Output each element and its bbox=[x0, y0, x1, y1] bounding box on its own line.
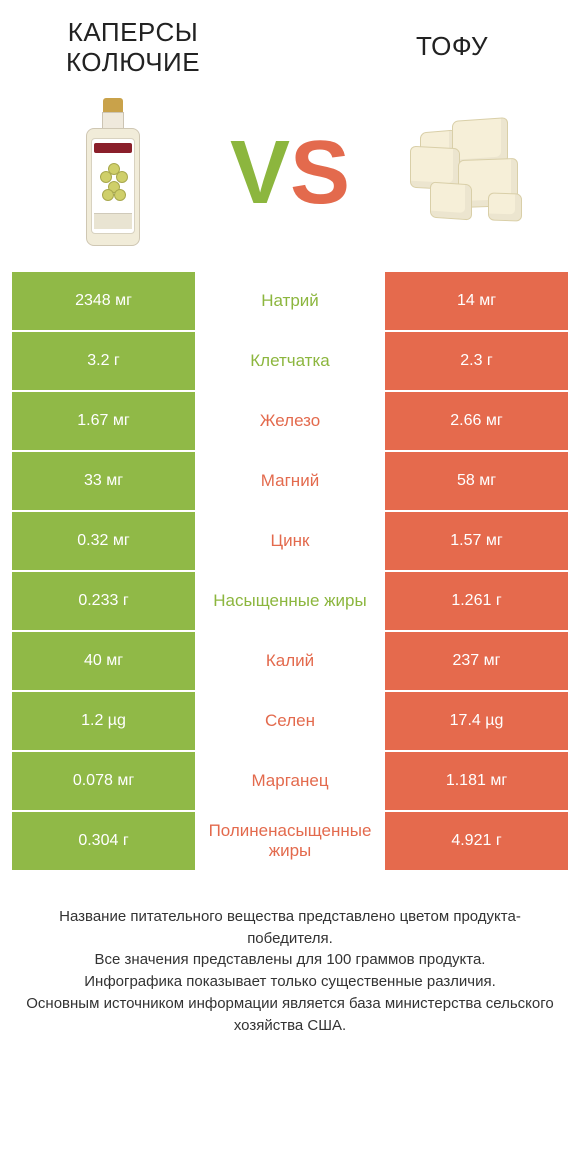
header: Каперсы колючие Тофу bbox=[8, 18, 572, 86]
table-row: 1.67 мгЖелезо2.66 мг bbox=[12, 392, 568, 452]
nutrient-label: Калий bbox=[195, 632, 385, 690]
value-left: 0.078 мг bbox=[12, 752, 195, 810]
value-right: 237 мг bbox=[385, 632, 568, 690]
value-left: 33 мг bbox=[12, 452, 195, 510]
product-left-image bbox=[38, 93, 188, 253]
nutrient-label: Натрий bbox=[195, 272, 385, 330]
footer-line: Название питательного вещества представл… bbox=[26, 906, 554, 950]
footer-line: Все значения представлены для 100 граммо… bbox=[26, 949, 554, 971]
footer-notes: Название питательного вещества представл… bbox=[8, 872, 572, 1037]
value-right: 1.181 мг bbox=[385, 752, 568, 810]
value-right: 17.4 µg bbox=[385, 692, 568, 750]
table-row: 40 мгКалий237 мг bbox=[12, 632, 568, 692]
comparison-table: 2348 мгНатрий14 мг3.2 гКлетчатка2.3 г1.6… bbox=[8, 272, 572, 872]
value-right: 2.3 г bbox=[385, 332, 568, 390]
table-row: 3.2 гКлетчатка2.3 г bbox=[12, 332, 568, 392]
value-left: 2348 мг bbox=[12, 272, 195, 330]
vs-label: VS bbox=[230, 128, 350, 218]
value-right: 4.921 г bbox=[385, 812, 568, 870]
table-row: 0.233 гНасыщенные жиры1.261 г bbox=[12, 572, 568, 632]
nutrient-label: Марганец bbox=[195, 752, 385, 810]
vs-v: V bbox=[230, 128, 290, 218]
table-row: 2348 мгНатрий14 мг bbox=[12, 272, 568, 332]
value-left: 0.304 г bbox=[12, 812, 195, 870]
table-row: 0.078 мгМарганец1.181 мг bbox=[12, 752, 568, 812]
table-row: 0.32 мгЦинк1.57 мг bbox=[12, 512, 568, 572]
value-right: 1.57 мг bbox=[385, 512, 568, 570]
bottle-icon bbox=[84, 98, 142, 248]
nutrient-label: Цинк bbox=[195, 512, 385, 570]
vs-s: S bbox=[290, 128, 350, 218]
product-right-image bbox=[392, 93, 542, 253]
infographic: Каперсы колючие Тофу VS 2348 мгНатрий14 … bbox=[0, 0, 580, 1046]
value-right: 14 мг bbox=[385, 272, 568, 330]
value-right: 58 мг bbox=[385, 452, 568, 510]
product-right-title: Тофу bbox=[352, 18, 552, 62]
nutrient-label: Магний bbox=[195, 452, 385, 510]
value-left: 3.2 г bbox=[12, 332, 195, 390]
table-row: 1.2 µgСелен17.4 µg bbox=[12, 692, 568, 752]
hero-row: VS bbox=[8, 86, 572, 272]
value-left: 1.2 µg bbox=[12, 692, 195, 750]
nutrient-label: Железо bbox=[195, 392, 385, 450]
table-row: 33 мгМагний58 мг bbox=[12, 452, 568, 512]
value-left: 0.32 мг bbox=[12, 512, 195, 570]
footer-line: Основным источником информации является … bbox=[26, 993, 554, 1037]
nutrient-label: Клетчатка bbox=[195, 332, 385, 390]
value-right: 2.66 мг bbox=[385, 392, 568, 450]
nutrient-label: Селен bbox=[195, 692, 385, 750]
tofu-icon bbox=[392, 113, 542, 233]
value-right: 1.261 г bbox=[385, 572, 568, 630]
value-left: 1.67 мг bbox=[12, 392, 195, 450]
nutrient-label: Насыщенные жиры bbox=[195, 572, 385, 630]
product-left-title: Каперсы колючие bbox=[28, 18, 238, 78]
value-left: 0.233 г bbox=[12, 572, 195, 630]
table-row: 0.304 гПолиненасыщенные жиры4.921 г bbox=[12, 812, 568, 872]
footer-line: Инфографика показывает только существенн… bbox=[26, 971, 554, 993]
value-left: 40 мг bbox=[12, 632, 195, 690]
nutrient-label: Полиненасыщенные жиры bbox=[195, 812, 385, 870]
